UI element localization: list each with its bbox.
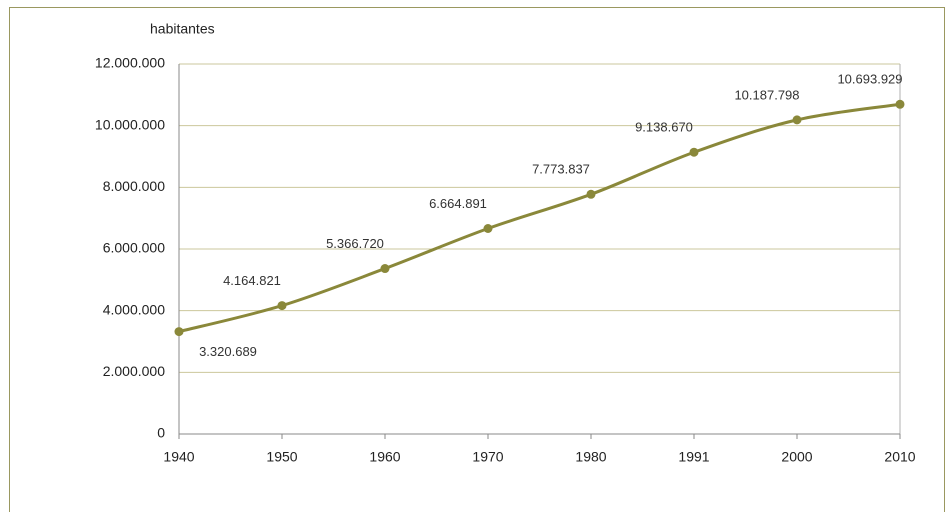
marker	[483, 223, 493, 233]
marker	[174, 327, 184, 337]
y-tick-label: 0	[157, 425, 165, 441]
data-label: 5.366.720	[326, 236, 384, 251]
line	[178, 102, 901, 334]
data-label: 6.664.891	[429, 196, 487, 211]
y-axis-label: habitantes	[150, 21, 215, 37]
x-tick-label: 1950	[266, 449, 297, 465]
x-tick-label: 2000	[781, 449, 812, 465]
y-tick-label: 4.000.000	[103, 301, 165, 317]
marker	[895, 99, 905, 109]
marker	[586, 189, 596, 199]
data-label: 7.773.837	[532, 162, 590, 177]
data-label: 10.187.798	[734, 87, 799, 102]
data-label: 4.164.821	[223, 273, 281, 288]
marker	[689, 147, 699, 157]
frame	[9, 7, 945, 512]
x-tick-label: 1960	[369, 449, 400, 465]
x-tick-label: 2010	[884, 449, 915, 465]
y-tick-label: 2.000.000	[103, 363, 165, 379]
x-tick-label: 1940	[163, 449, 194, 465]
marker	[792, 115, 802, 125]
y-tick-label: 12.000.000	[95, 55, 165, 71]
x-tick-label: 1970	[472, 449, 503, 465]
x-tick-label: 1991	[678, 449, 709, 465]
x-tick-label: 1980	[575, 449, 606, 465]
data-label: 9.138.670	[635, 120, 693, 135]
y-tick-label: 10.000.000	[95, 116, 165, 132]
marker	[277, 301, 287, 311]
data-label: 3.320.689	[199, 344, 257, 359]
y-tick-label: 6.000.000	[103, 240, 165, 256]
data-label: 10.693.929	[837, 72, 902, 87]
y-tick-label: 8.000.000	[103, 178, 165, 194]
marker	[380, 264, 390, 274]
